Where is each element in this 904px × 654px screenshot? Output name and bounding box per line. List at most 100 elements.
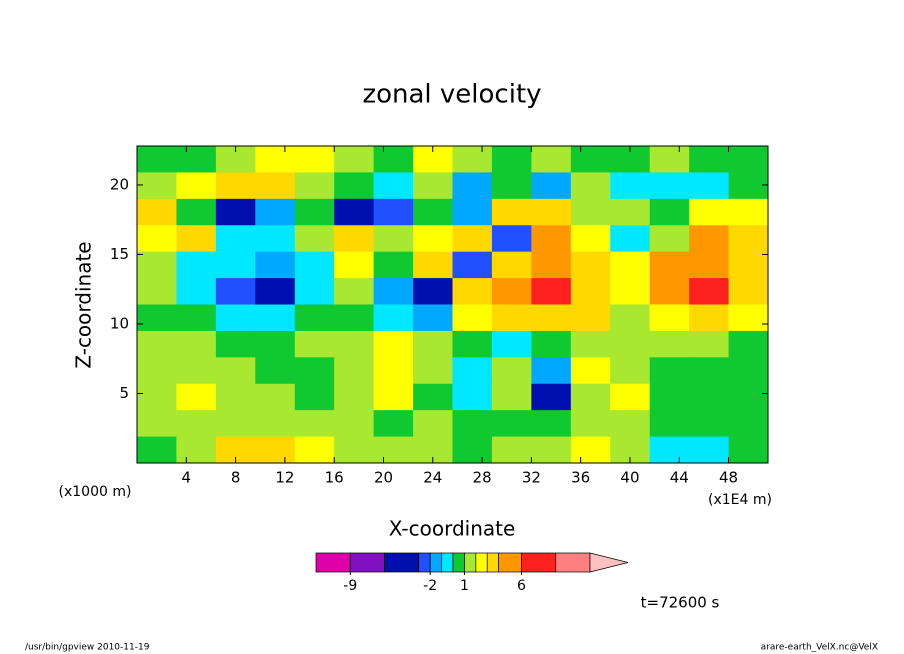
contour-cell [570,198,611,226]
contour-cell [373,436,414,464]
contour-cell [373,278,414,305]
contour-cell [255,357,296,385]
contour-cell [334,357,375,385]
colorbar-tick-label: -2 [423,578,437,594]
contour-cell [215,251,256,279]
contour-cell [531,436,572,464]
contour-cell [373,330,414,358]
contour-cell [215,383,256,411]
contour-cell [334,330,375,358]
contour-cell [610,357,651,385]
contour-cell [137,410,177,438]
contour-cell [294,278,335,305]
contour-cell [413,410,453,438]
contour-cell [452,436,493,464]
contour-cell [215,357,256,385]
contour-cell [255,198,296,226]
contour-cell [689,251,730,279]
colorbar: -9 -2 1 6 [315,552,629,594]
contour-cell [176,410,217,438]
contour-cell [610,304,651,332]
x-scale-label: (x1E4 m) [708,492,772,508]
contour-cell [491,410,532,438]
colorbar-tick-label: 1 [460,578,469,594]
contour-cell [570,410,611,438]
contour-cell [491,198,532,226]
x-tick-label: 40 [620,469,639,487]
contour-cell [610,410,651,438]
contour-cell [452,198,493,226]
contour-cell [176,198,217,226]
contour-cell [452,410,493,438]
contour-cell [570,146,611,173]
contour-cell [570,436,611,464]
contour-cell [215,278,256,305]
contour-cell [610,278,651,305]
contour-cell [137,251,177,279]
contour-cell [491,304,532,332]
contour-cell [176,146,217,173]
contour-cell [649,198,690,226]
colorbar-segment [429,552,442,573]
contour-cell [294,383,335,411]
colorbar-segment [452,552,465,573]
contour-cell [176,278,217,305]
contour-cell [649,225,690,253]
contour-cell [294,172,335,200]
x-tick-label: 4 [182,469,192,487]
contour-cell [294,357,335,385]
contour-cell [334,436,375,464]
contour-cell [137,304,177,332]
contour-cell [610,198,651,226]
contour-cell [491,330,532,358]
colorbar-segment [349,552,385,573]
plot-frame [136,145,769,464]
contour-cell [452,278,493,305]
colorbar-segment [418,552,431,573]
contour-cell [176,330,217,358]
contour-cell [610,383,651,411]
contour-cell [649,357,690,385]
contour-cell [334,172,375,200]
contour-cell [413,251,453,279]
contour-cell [255,436,296,464]
contour-cell [255,278,296,305]
contour-cell [689,330,730,358]
contour-cell [689,146,730,173]
contour-cell [689,198,730,226]
contour-cell [728,304,769,332]
contour-cell [255,410,296,438]
y-axis-label: Z-coordinate [72,241,96,368]
contour-cell [728,436,769,464]
contour-cell [334,410,375,438]
contour-cell [491,278,532,305]
contour-cell [413,278,453,305]
x-tick-label: 32 [522,469,541,487]
contour-cell [452,146,493,173]
contour-cell [176,225,217,253]
x-tick-label: 36 [571,469,590,487]
contour-cell [373,383,414,411]
contour-cell [294,198,335,226]
contour-cell [531,330,572,358]
contour-cell [215,410,256,438]
contour-cell [531,357,572,385]
contour-cell [728,278,769,305]
contour-cell [413,198,453,226]
contour-cell [294,225,335,253]
contour-cell [176,383,217,411]
contour-cell [176,436,217,464]
colorbar-segment [555,552,591,573]
contour-cell [728,357,769,385]
contour-cell [334,383,375,411]
contour-cell [491,383,532,411]
contour-cell [649,304,690,332]
contour-cell [531,251,572,279]
chart-title: zonal velocity [362,80,541,110]
colorbar-extend [589,552,629,573]
contour-cell [610,251,651,279]
contour-cell [452,330,493,358]
contour-cell [649,251,690,279]
contour-cell [452,172,493,200]
footer-left: /usr/bin/gpview 2010-11-19 [25,643,150,653]
